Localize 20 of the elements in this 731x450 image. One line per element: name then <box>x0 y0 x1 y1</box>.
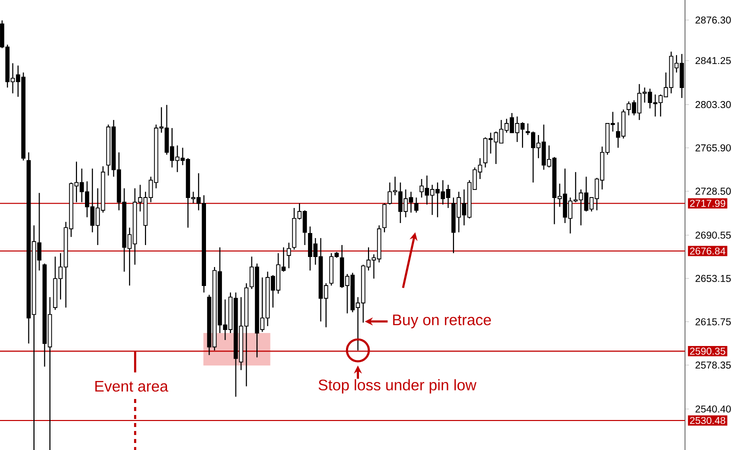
annotation: Stop loss under pin low <box>318 379 476 394</box>
y-tick-label: 2876.30 <box>696 16 731 24</box>
annotation: Buy on retrace <box>393 314 491 328</box>
candlestick <box>382 202 387 233</box>
y-tick-label: 2578.35 <box>696 362 731 369</box>
annotation: Event area <box>95 380 168 392</box>
y-tick-label: 2803.30 <box>696 101 731 108</box>
y-tick-label: 2540.40 <box>696 405 731 413</box>
y-tick-label: 2841.25 <box>696 57 731 64</box>
ref-line-label: 2717.99 <box>690 200 726 207</box>
ref-line-label: 2590.35 <box>690 348 726 355</box>
y-tick-label: 2615.75 <box>696 318 731 326</box>
candlestick <box>286 242 291 269</box>
y-tick-label: 2653.15 <box>696 274 731 282</box>
candlestick <box>414 197 418 214</box>
y-tick-label: 2728.50 <box>696 188 731 195</box>
ref-line-label: 2676.84 <box>690 247 726 255</box>
ref-line-label: 2530.48 <box>690 416 726 424</box>
y-tick-label: 2690.55 <box>696 232 731 239</box>
y-tick-label: 2765.90 <box>696 144 731 152</box>
